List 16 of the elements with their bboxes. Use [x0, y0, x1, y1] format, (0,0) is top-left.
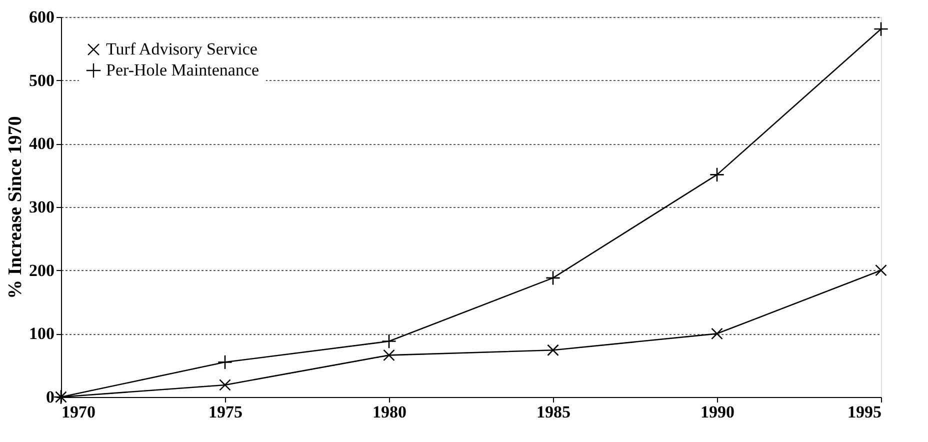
y-tick-label: 500: [29, 70, 54, 90]
y-tick-label: 300: [29, 198, 54, 216]
y-tick-label: 200: [29, 260, 54, 280]
y-tick-label: 0: [46, 388, 54, 406]
x-tick-label: 1970: [62, 402, 96, 422]
y-axis-title: % Increase Since 1970: [5, 116, 26, 299]
x-tick-label: 1980: [372, 402, 406, 422]
x-tick-label: 1995: [848, 402, 882, 422]
y-tick-label: 600: [29, 8, 54, 26]
x-tick-label: 1985: [536, 402, 570, 422]
y-tick-label: 100: [29, 324, 54, 344]
legend-label: Per-Hole Maintenance: [106, 60, 260, 80]
y-tick-label: 400: [29, 134, 54, 154]
legend-label: Turf Advisory Service: [106, 40, 258, 58]
x-tick-label: 1990: [700, 402, 734, 422]
x-tick-label: 1975: [208, 402, 242, 422]
